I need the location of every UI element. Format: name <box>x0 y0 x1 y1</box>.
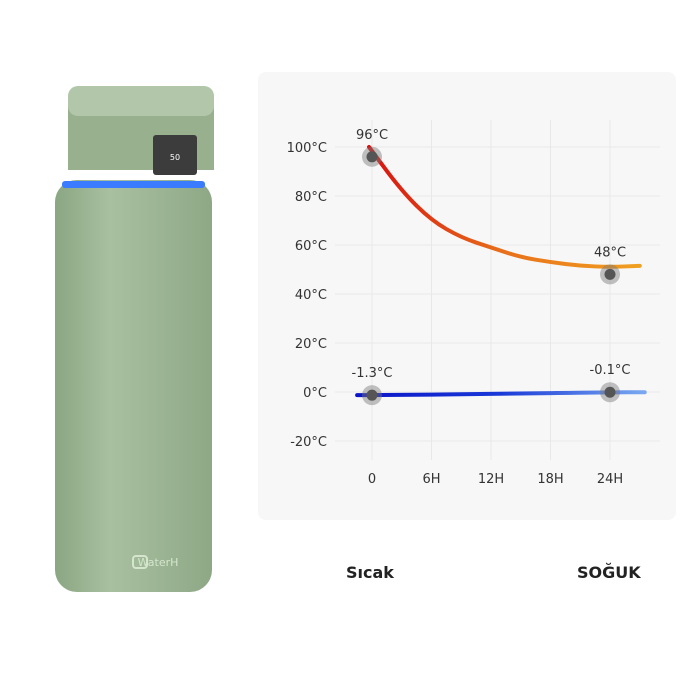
x-tick-label: 0 <box>368 472 376 487</box>
lid-top <box>68 86 214 116</box>
data-label: 48°C <box>594 245 626 260</box>
legend-hot-label: Sıcak <box>346 563 394 582</box>
y-tick-label: 60°C <box>295 239 327 254</box>
legend: Sıcak SOĞUK <box>281 563 641 582</box>
y-tick-label: 0°C <box>303 386 327 401</box>
data-label: -0.1°C <box>590 363 631 378</box>
y-tick-label: 40°C <box>295 288 327 303</box>
bottle-screen <box>153 135 197 175</box>
data-point <box>604 268 616 280</box>
series-line-1 <box>355 390 647 398</box>
x-tick-label: 6H <box>422 472 440 487</box>
y-tick-label: 100°C <box>287 141 327 156</box>
led-ring <box>62 181 205 188</box>
y-tick-label: 20°C <box>295 337 327 352</box>
data-label: -1.3°C <box>352 366 393 381</box>
x-tick-label: 12H <box>478 472 504 487</box>
y-tick-label: -20°C <box>290 435 327 450</box>
chart: 0 6H 12H 18H 24H 100°C 80°C 60°C 40°C 20°C 0°C -20°… <box>287 120 660 487</box>
screen-value: 50 <box>170 153 180 162</box>
data-point <box>366 389 378 401</box>
bottle-body <box>55 180 212 592</box>
x-tick-label: 24H <box>597 472 623 487</box>
x-tick-label: 18H <box>537 472 563 487</box>
data-point <box>604 386 616 398</box>
legend-cold-label: SOĞUK <box>577 563 641 582</box>
series-line-0 <box>367 145 642 269</box>
logo-icon <box>132 555 148 569</box>
y-tick-label: 80°C <box>295 190 327 205</box>
chart-panel <box>258 72 676 520</box>
data-label: 96°C <box>356 128 388 143</box>
water-bottle: 50 WaterH <box>55 86 214 592</box>
data-point <box>366 151 378 163</box>
